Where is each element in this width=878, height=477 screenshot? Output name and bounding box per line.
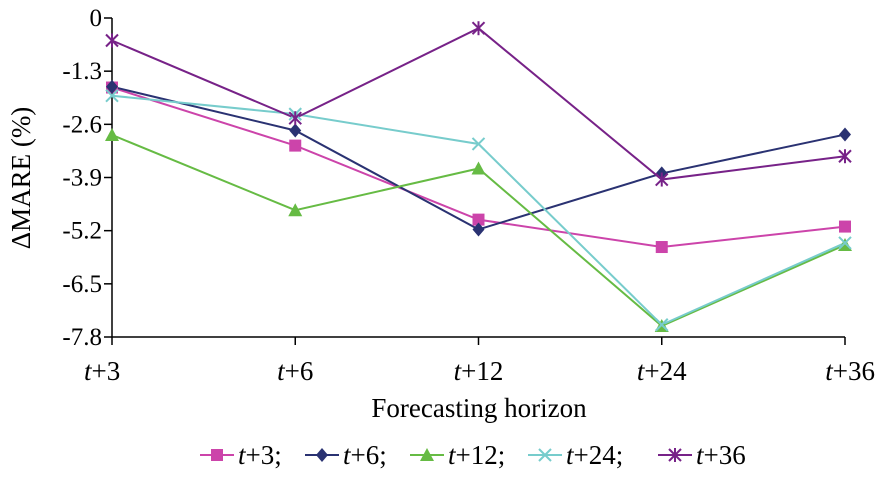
data-point-series-1 (472, 213, 485, 226)
y-tick-label: -2.6 (62, 111, 102, 138)
series-line-4 (111, 94, 846, 326)
data-point-series-5 (838, 149, 852, 164)
y-tick-label: -5.2 (62, 218, 102, 245)
y-tick-label: -6.5 (62, 271, 102, 298)
x-tick-label: t+12 (454, 356, 504, 386)
series-lines (111, 27, 846, 328)
axes (111, 18, 845, 338)
series-line-5 (111, 27, 846, 181)
legend-label: t+24; (566, 440, 623, 470)
legend-marker (211, 449, 223, 461)
data-point-series-1 (289, 139, 302, 152)
series-line-2 (111, 85, 846, 231)
data-point-series-5 (288, 111, 302, 126)
data-point-series-1 (655, 241, 668, 254)
x-ticks: t+3 t+6 t+12 t+24 t+36 (84, 337, 875, 386)
y-tick-label: -3.9 (62, 165, 102, 192)
y-tick-label: 0 (90, 5, 103, 32)
series-markers (105, 21, 852, 332)
data-point-series-1 (839, 220, 851, 233)
y-tick-label: -1.3 (62, 58, 102, 85)
data-point-series-5 (105, 33, 119, 48)
legend-label: t+36 (696, 440, 746, 470)
y-tick-label: -7.8 (62, 324, 102, 351)
x-tick-label: t+6 (277, 356, 313, 386)
x-tick-label: t+36 (825, 356, 875, 386)
x-tick-label: t+3 (84, 356, 120, 386)
data-point-series-2 (106, 79, 118, 94)
data-point-series-2 (289, 123, 302, 138)
legend-marker (316, 448, 328, 462)
data-point-series-4 (471, 137, 486, 151)
legend-label: t+12; (448, 440, 505, 470)
legend-marker (668, 448, 682, 462)
data-point-series-3 (471, 161, 486, 175)
legend-label: t+3; (238, 440, 282, 470)
data-point-series-3 (288, 203, 303, 217)
data-point-series-4 (838, 236, 852, 250)
data-point-series-5 (655, 172, 669, 187)
data-point-series-5 (471, 21, 486, 36)
data-point-series-4 (655, 318, 669, 332)
data-point-series-2 (839, 127, 851, 142)
legend: t+3; t+6; t+12; t+24; t+36 (200, 440, 746, 470)
legend-marker (420, 448, 434, 461)
x-tick-label: t+24 (637, 356, 687, 386)
legend-label: t+6; (343, 440, 387, 470)
data-point-series-2 (472, 222, 485, 237)
data-point-series-3 (105, 127, 119, 141)
data-point-series-4 (105, 88, 119, 103)
y-axis-title: ΔMARE (%) (6, 107, 36, 250)
legend-marker (538, 448, 552, 462)
x-axis-title: Forecasting horizon (371, 393, 587, 423)
y-ticks: 0 -1.3 -2.6 -3.9 -5.2 -6.5 -7.8 (62, 5, 112, 351)
